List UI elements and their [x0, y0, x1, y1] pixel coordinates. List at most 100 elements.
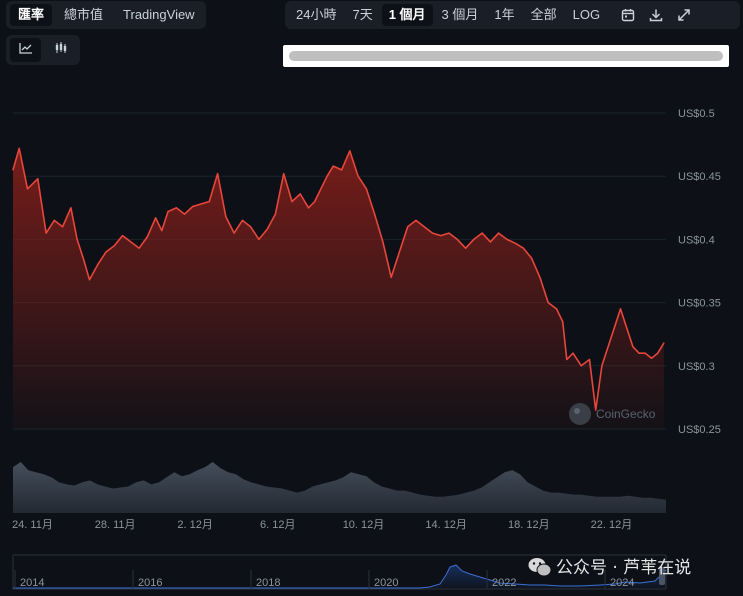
- price-point: [175, 207, 177, 209]
- price-point: [555, 308, 558, 310]
- price-point: [200, 203, 202, 205]
- range-24h[interactable]: 24小時: [296, 7, 337, 22]
- price-point: [473, 238, 475, 240]
- navigator-year-label: 2014: [20, 577, 44, 589]
- download-icon[interactable]: [643, 4, 669, 26]
- tab-market-cap[interactable]: 總市值: [64, 7, 104, 22]
- price-point: [638, 352, 640, 354]
- price-point: [70, 207, 72, 209]
- range-all[interactable]: 全部: [530, 7, 557, 22]
- y-tick-label: US$0.45: [678, 171, 721, 183]
- navigator: [12, 554, 667, 590]
- navigator-handle[interactable]: [659, 567, 665, 585]
- price-point: [225, 216, 227, 218]
- price-point: [657, 352, 659, 354]
- price-point: [607, 346, 609, 348]
- price-point: [161, 230, 163, 232]
- price-point: [167, 211, 169, 213]
- price-point: [626, 327, 628, 329]
- coingecko-watermark: CoinGecko: [569, 403, 656, 425]
- candlestick-icon: [54, 41, 68, 59]
- navigator-year-label: 2022: [492, 577, 516, 589]
- price-point: [506, 238, 508, 240]
- price-point: [138, 247, 140, 249]
- range-7d[interactable]: 7天: [352, 7, 373, 22]
- price-point: [241, 219, 243, 221]
- navigator-year-label: 2024: [610, 577, 634, 589]
- price-point: [192, 205, 194, 208]
- price-point: [45, 232, 47, 234]
- tab-exchange-rate[interactable]: 匯率: [10, 4, 53, 26]
- date-range-input[interactable]: [283, 45, 729, 67]
- navigator-year-label: 2018: [256, 577, 280, 589]
- price-point: [650, 357, 653, 359]
- price-point: [390, 276, 392, 278]
- price-point: [595, 409, 597, 411]
- price-point: [423, 226, 425, 228]
- range-1m[interactable]: 1 個月: [381, 4, 433, 26]
- x-tick-label: 14. 12月: [425, 519, 467, 531]
- price-point: [644, 352, 646, 354]
- price-point: [489, 241, 491, 243]
- price-point: [601, 365, 603, 367]
- wechat-overlay: 公众号 · 芦苇在说: [528, 558, 691, 578]
- volume-bars: [13, 462, 666, 513]
- price-point: [398, 251, 400, 253]
- y-tick-label: US$0.4: [678, 234, 715, 246]
- candlestick-button[interactable]: [45, 38, 76, 62]
- wechat-icon: [528, 558, 552, 577]
- price-point: [299, 193, 301, 195]
- expand-icon[interactable]: [671, 4, 697, 26]
- price-point: [341, 169, 343, 171]
- price-point: [146, 236, 148, 238]
- price-point: [217, 173, 219, 175]
- price-point: [514, 242, 516, 244]
- price-point: [619, 308, 622, 310]
- price-point: [456, 238, 458, 240]
- price-point: [233, 232, 235, 234]
- price-point: [97, 264, 99, 266]
- x-tick-label: 24. 11月: [12, 519, 53, 531]
- line-chart-button[interactable]: [10, 38, 41, 62]
- price-point: [250, 226, 252, 228]
- line-chart-icon: [18, 41, 33, 59]
- price-point: [465, 247, 467, 249]
- x-tick-label: 18. 12月: [508, 519, 550, 531]
- price-point: [547, 302, 549, 304]
- price-line: [12, 147, 665, 411]
- price-point: [53, 219, 55, 221]
- price-point: [105, 251, 107, 253]
- navigator-line: [13, 564, 667, 589]
- volume-area: [13, 462, 666, 513]
- price-point: [121, 235, 124, 237]
- price-point: [130, 241, 132, 243]
- price-point: [374, 213, 376, 215]
- y-tick-label: US$0.25: [678, 424, 721, 436]
- y-tick-label: US$0.35: [678, 298, 721, 310]
- price-point: [266, 228, 268, 230]
- price-point: [208, 200, 210, 203]
- price-point: [580, 365, 582, 367]
- time-range-tabs: 24小時 7天 1 個月 3 個月 1年 全部 LOG: [285, 1, 740, 29]
- price-point: [562, 321, 564, 323]
- price-point: [357, 175, 359, 177]
- price-area: [13, 148, 664, 429]
- price-point: [572, 352, 574, 354]
- range-1y[interactable]: 1年: [494, 7, 515, 22]
- price-point: [26, 188, 29, 190]
- price-point: [613, 327, 615, 329]
- coingecko-logo-icon: [569, 403, 591, 425]
- navigator-year-label: 2016: [138, 577, 162, 589]
- price-point: [258, 238, 260, 240]
- price-point: [326, 175, 328, 177]
- price-point: [18, 147, 20, 149]
- watermark-text: CoinGecko: [596, 407, 656, 421]
- tab-tradingview[interactable]: TradingView: [123, 7, 195, 22]
- calendar-icon[interactable]: [615, 4, 641, 26]
- price-point: [307, 207, 310, 209]
- range-log[interactable]: LOG: [572, 7, 601, 22]
- price-point: [314, 200, 316, 203]
- price-point: [283, 173, 285, 175]
- price-point: [62, 226, 64, 228]
- range-3m[interactable]: 3 個月: [441, 7, 479, 22]
